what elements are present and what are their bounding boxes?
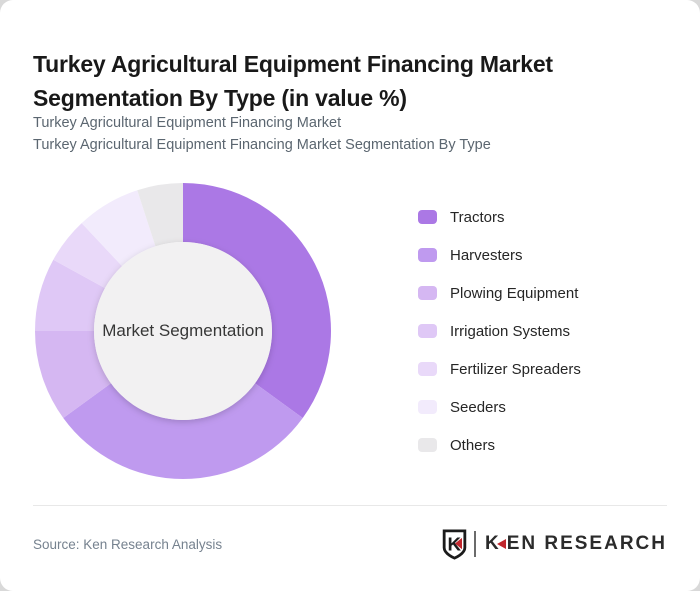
legend-swatch-icon [418, 438, 437, 452]
legend-label: Irrigation Systems [450, 322, 571, 340]
legend-label: Tractors [450, 208, 505, 226]
legend-swatch-icon [418, 400, 437, 414]
legend-swatch-icon [418, 324, 437, 338]
logo-wordmark: K EN RESEARCH [484, 533, 667, 554]
donut-hole [94, 242, 272, 420]
donut-segment-irrigation-systems [35, 259, 106, 331]
donut-segment-plowing-equipment [35, 331, 111, 418]
donut-segment-tractors [183, 183, 331, 418]
chart-subtitle-line2: Turkey Agricultural Equipment Financing … [33, 137, 491, 153]
donut-chart: Market Segmentation [35, 183, 331, 479]
svg-text:K: K [447, 533, 461, 554]
chart-legend: Tractors Harvesters Plowing Equipment Irrig… [418, 206, 581, 456]
legend-swatch-icon [418, 210, 437, 224]
donut-svg [35, 183, 331, 479]
footer-divider [33, 505, 667, 506]
ken-research-logo: K K EN RESEARCH [442, 528, 667, 560]
donut-segment-seeders [81, 190, 156, 267]
legend-label: Harvesters [450, 246, 523, 264]
legend-swatch-icon [418, 248, 437, 262]
legend-label: Fertilizer Spreaders [450, 360, 581, 378]
source-note: Source: Ken Research Analysis [33, 537, 223, 552]
legend-item-irrigation-systems: Irrigation Systems [418, 320, 581, 342]
legend-label: Plowing Equipment [450, 284, 579, 302]
legend-item-seeders: Seeders [418, 396, 581, 418]
legend-swatch-icon [418, 286, 437, 300]
donut-segment-fertilizer-spreaders [53, 223, 123, 289]
legend-item-others: Others [418, 434, 581, 456]
legend-label: Others [450, 436, 496, 454]
donut-segment-harvesters [63, 383, 303, 479]
ken-research-shield-icon: K [442, 528, 467, 560]
chart-subtitle-line1: Turkey Agricultural Equipment Financing … [33, 115, 342, 131]
legend-label: Seeders [450, 398, 506, 416]
legend-item-fertilizer-spreaders: Fertilizer Spreaders [418, 358, 581, 380]
legend-item-tractors: Tractors [418, 206, 581, 228]
logo-red-triangle-icon [496, 539, 506, 549]
chart-title: Turkey Agricultural Equipment Financing … [33, 51, 553, 112]
logo-separator [473, 531, 476, 557]
legend-item-plowing-equipment: Plowing Equipment [418, 282, 581, 304]
legend-swatch-icon [418, 362, 437, 376]
donut-segment-others [137, 183, 183, 247]
legend-item-harvesters: Harvesters [418, 244, 581, 266]
